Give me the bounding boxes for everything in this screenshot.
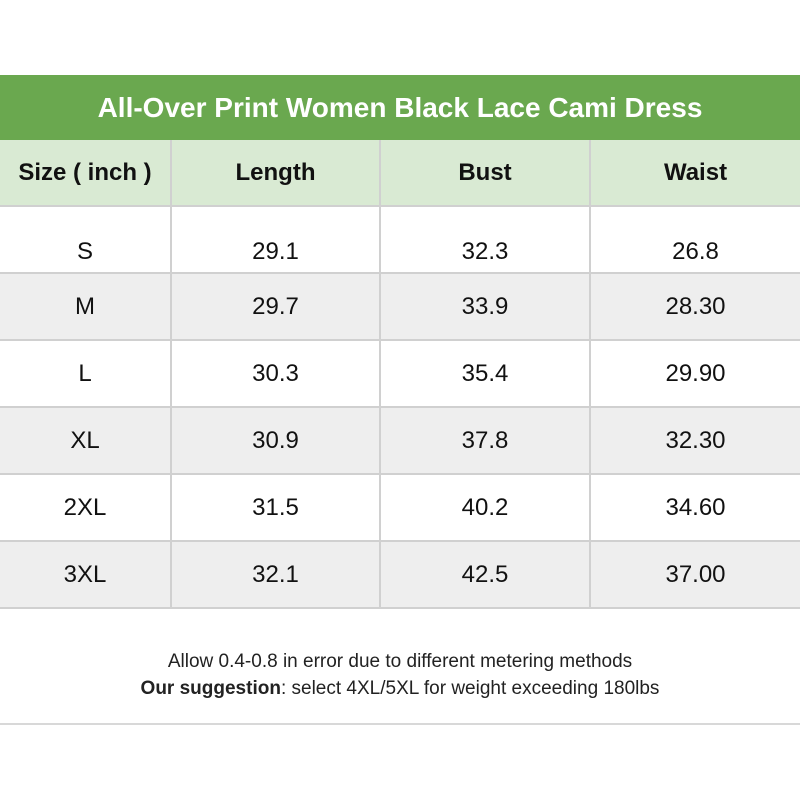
chart-title: All-Over Print Women Black Lace Cami Dre… (0, 75, 800, 140)
cell-size: 3XL (0, 542, 172, 607)
error-note: Allow 0.4-0.8 in error due to different … (167, 651, 633, 672)
cell-bust: 37.8 (381, 408, 591, 473)
cell-size: XL (0, 408, 172, 473)
cell-waist: 29.90 (665, 359, 726, 387)
cell-waist: 28.30 (665, 292, 726, 320)
table-row: XL 30.9 37.8 32.30 (0, 408, 800, 475)
table-row: M 29.7 33.9 28.30 (0, 274, 800, 341)
cell-length: 29.1 (172, 207, 381, 272)
suggestion-note: Our suggestion: select 4XL/5XL for weigh… (141, 675, 660, 702)
header-waist: Waist (663, 158, 728, 186)
cell-bust: 40.2 (381, 475, 591, 540)
header-bust: Bust (381, 140, 591, 205)
footnote: Allow 0.4-0.8 in error due to different … (0, 609, 800, 725)
table-row: 3XL 32.1 42.5 37.00 (0, 542, 800, 609)
suggestion-label: Our suggestion (140, 678, 281, 699)
cell-waist: 34.60 (665, 493, 726, 521)
cell-size: 2XL (0, 475, 172, 540)
table-row: L 30.3 35.4 29.90 (0, 341, 800, 408)
cell-waist: 32.30 (665, 426, 726, 454)
header-length: Length (172, 140, 381, 205)
cell-length: 31.5 (172, 475, 381, 540)
cell-bust: 33.9 (381, 274, 591, 339)
cell-bust: 42.5 (381, 542, 591, 607)
cell-bust: 32.3 (381, 207, 591, 272)
table-row: 2XL 31.5 40.2 34.60 (0, 475, 800, 542)
cell-length: 29.7 (172, 274, 381, 339)
cell-size: S (0, 207, 172, 272)
cell-size: M (0, 274, 172, 339)
cell-length: 30.9 (172, 408, 381, 473)
header-row: Size ( inch ) Length Bust Waist (0, 140, 800, 207)
cell-size: L (0, 341, 172, 406)
cell-waist: 37.00 (665, 560, 726, 588)
cell-bust: 35.4 (381, 341, 591, 406)
header-size: Size ( inch ) (0, 140, 172, 205)
cell-length: 32.1 (172, 542, 381, 607)
table-row: S 29.1 32.3 26.8 (0, 207, 800, 274)
cell-length: 30.3 (172, 341, 381, 406)
suggestion-text: : select 4XL/5XL for weight exceeding 18… (280, 678, 660, 699)
cell-waist: 26.8 (672, 238, 719, 265)
size-chart: All-Over Print Women Black Lace Cami Dre… (0, 75, 800, 725)
